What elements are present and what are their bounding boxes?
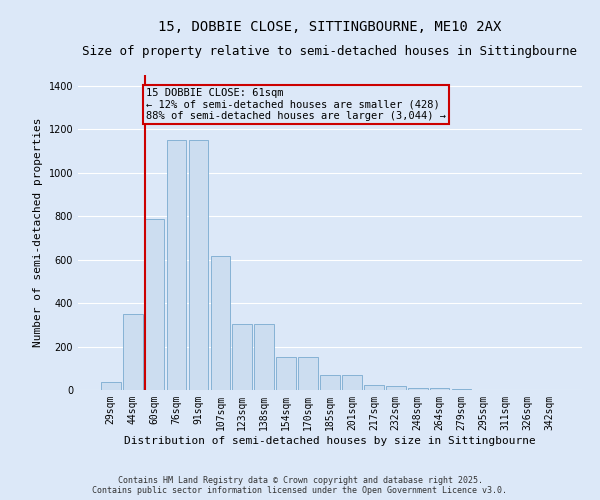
- Bar: [364, 384, 384, 390]
- Bar: [167, 140, 187, 390]
- Bar: [211, 256, 230, 390]
- Bar: [145, 220, 164, 390]
- Bar: [430, 388, 449, 390]
- Bar: [188, 140, 208, 390]
- Bar: [254, 324, 274, 390]
- X-axis label: Distribution of semi-detached houses by size in Sittingbourne: Distribution of semi-detached houses by …: [124, 436, 536, 446]
- Text: 15, DOBBIE CLOSE, SITTINGBOURNE, ME10 2AX: 15, DOBBIE CLOSE, SITTINGBOURNE, ME10 2A…: [158, 20, 502, 34]
- Bar: [123, 314, 143, 390]
- Bar: [342, 375, 362, 390]
- Bar: [408, 388, 428, 390]
- Bar: [386, 386, 406, 390]
- Y-axis label: Number of semi-detached properties: Number of semi-detached properties: [33, 118, 43, 347]
- Bar: [101, 382, 121, 390]
- Text: 15 DOBBIE CLOSE: 61sqm
← 12% of semi-detached houses are smaller (428)
88% of se: 15 DOBBIE CLOSE: 61sqm ← 12% of semi-det…: [146, 88, 446, 121]
- Bar: [276, 358, 296, 390]
- Text: Size of property relative to semi-detached houses in Sittingbourne: Size of property relative to semi-detach…: [83, 45, 577, 58]
- Text: Contains HM Land Registry data © Crown copyright and database right 2025.
Contai: Contains HM Land Registry data © Crown c…: [92, 476, 508, 495]
- Bar: [298, 358, 318, 390]
- Bar: [232, 324, 252, 390]
- Bar: [320, 375, 340, 390]
